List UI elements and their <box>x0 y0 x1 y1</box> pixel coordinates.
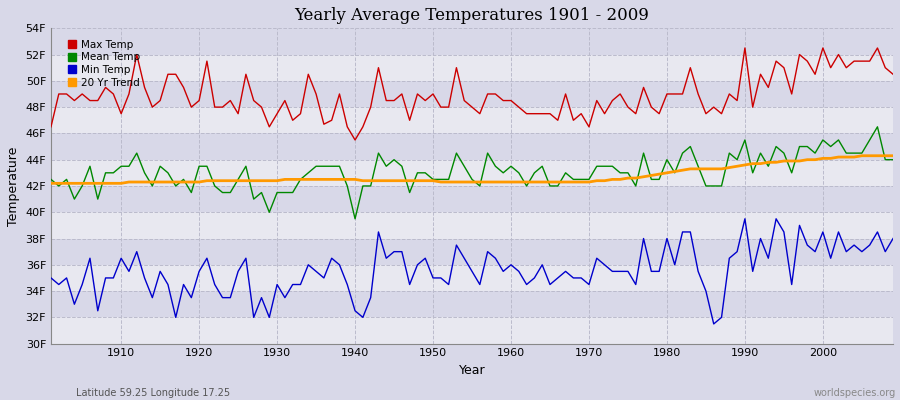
Bar <box>51 265 893 291</box>
Bar <box>51 28 893 54</box>
Bar <box>51 291 893 317</box>
Bar <box>51 107 893 133</box>
Legend: Max Temp, Mean Temp, Min Temp, 20 Yr Trend: Max Temp, Mean Temp, Min Temp, 20 Yr Tre… <box>65 37 143 91</box>
Text: worldspecies.org: worldspecies.org <box>814 388 896 398</box>
Bar <box>51 54 893 81</box>
Bar <box>51 212 893 238</box>
Bar <box>51 317 893 344</box>
Bar <box>51 186 893 212</box>
Bar <box>51 133 893 160</box>
Y-axis label: Temperature: Temperature <box>7 146 20 226</box>
Bar <box>51 81 893 107</box>
Title: Yearly Average Temperatures 1901 - 2009: Yearly Average Temperatures 1901 - 2009 <box>294 7 650 24</box>
X-axis label: Year: Year <box>459 364 485 377</box>
Bar <box>51 160 893 186</box>
Text: Latitude 59.25 Longitude 17.25: Latitude 59.25 Longitude 17.25 <box>76 388 230 398</box>
Bar <box>51 238 893 265</box>
